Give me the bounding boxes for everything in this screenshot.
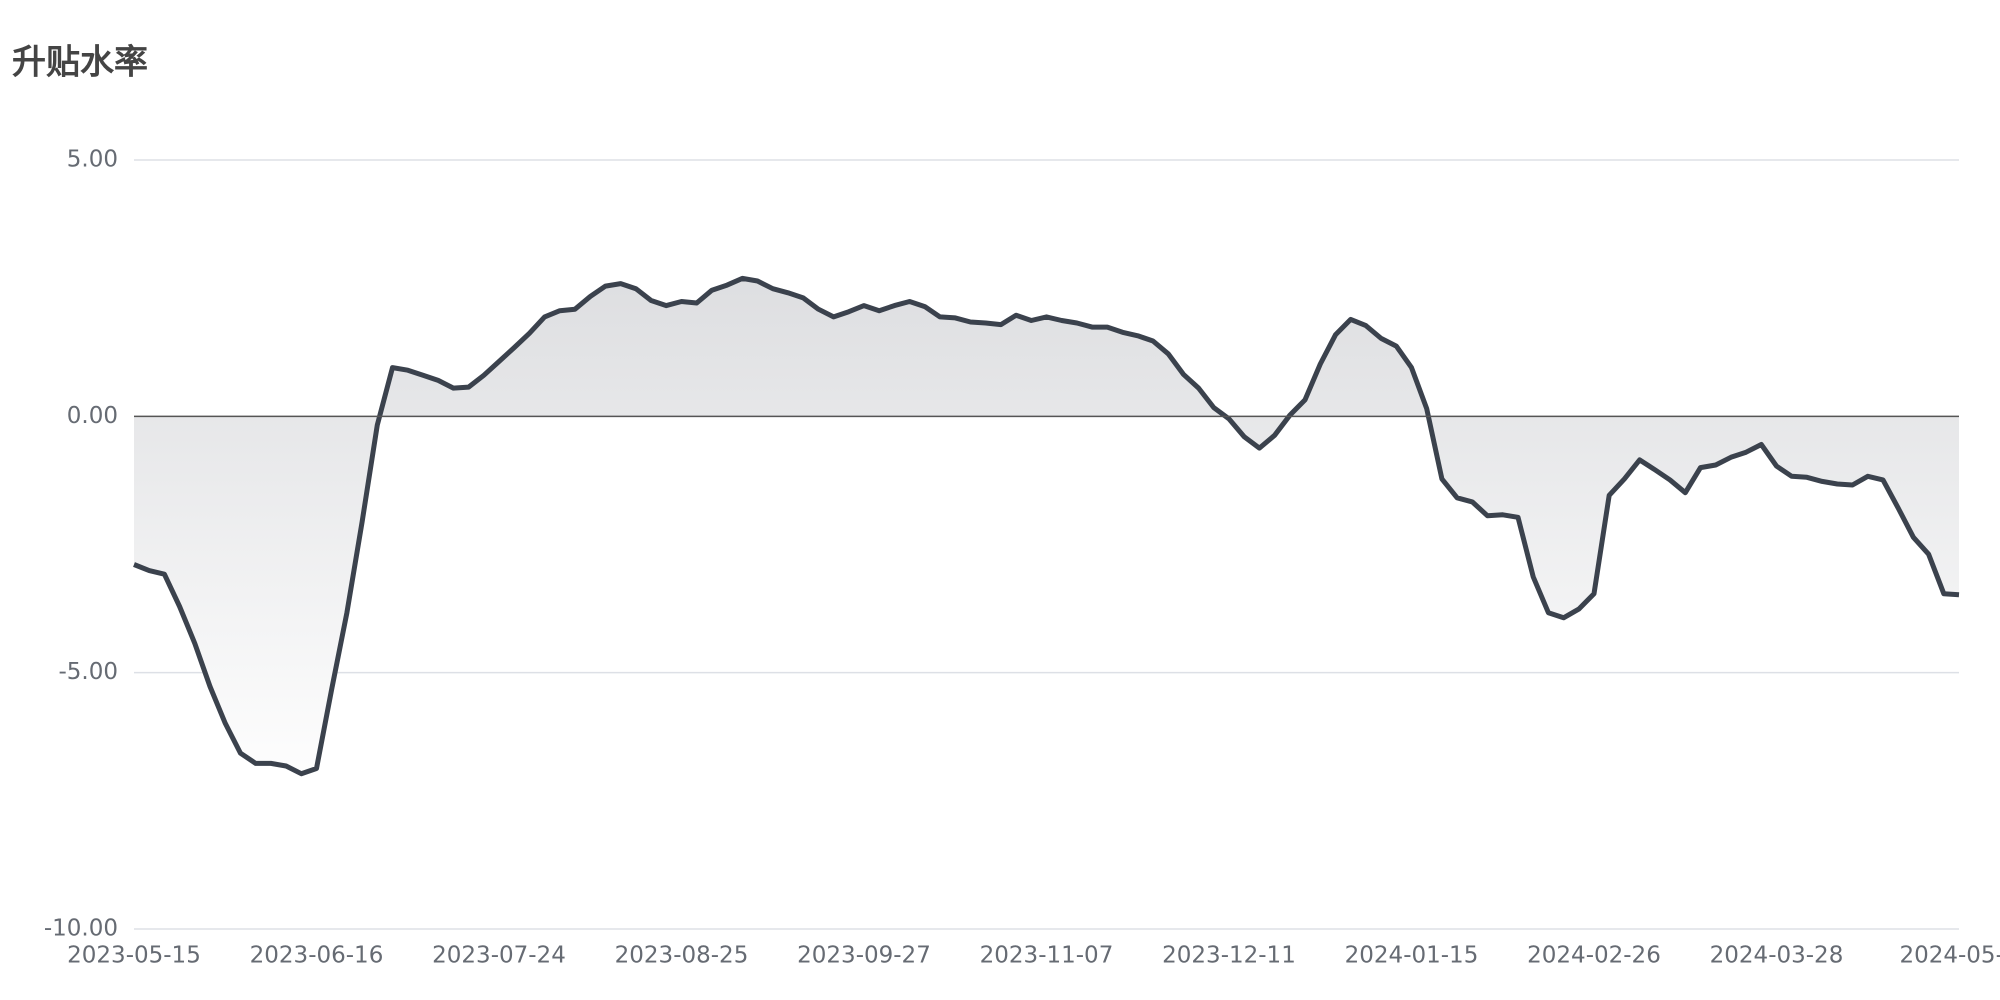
chart-title: 升贴水率 [12,43,148,83]
y-tick-label: 5.00 [67,147,118,173]
y-tick-label: 0.00 [67,403,118,429]
x-tick-label: 2024-02-26 [1527,943,1661,969]
x-tick-label: 2024-01-15 [1345,943,1479,969]
y-tick-label: -5.00 [58,659,118,685]
line [133,275,1960,777]
x-tick-label: 2023-08-25 [615,943,749,969]
x-tick-label: 2023-05-15 [67,943,201,969]
x-tick-label: 2024-03-28 [1710,943,1844,969]
x-tick-label: 2023-06-16 [250,943,384,969]
x-tick-label: 2023-11-07 [980,943,1114,969]
x-tick-label: 2023-09-27 [797,943,931,969]
x-tick-label: 2024-05-0 [1899,943,2000,969]
x-tick-label: 2023-12-11 [1162,943,1296,969]
area [134,278,1959,774]
x-tick-label: 2023-07-24 [432,943,566,969]
y-tick-label: -10.00 [44,916,118,942]
